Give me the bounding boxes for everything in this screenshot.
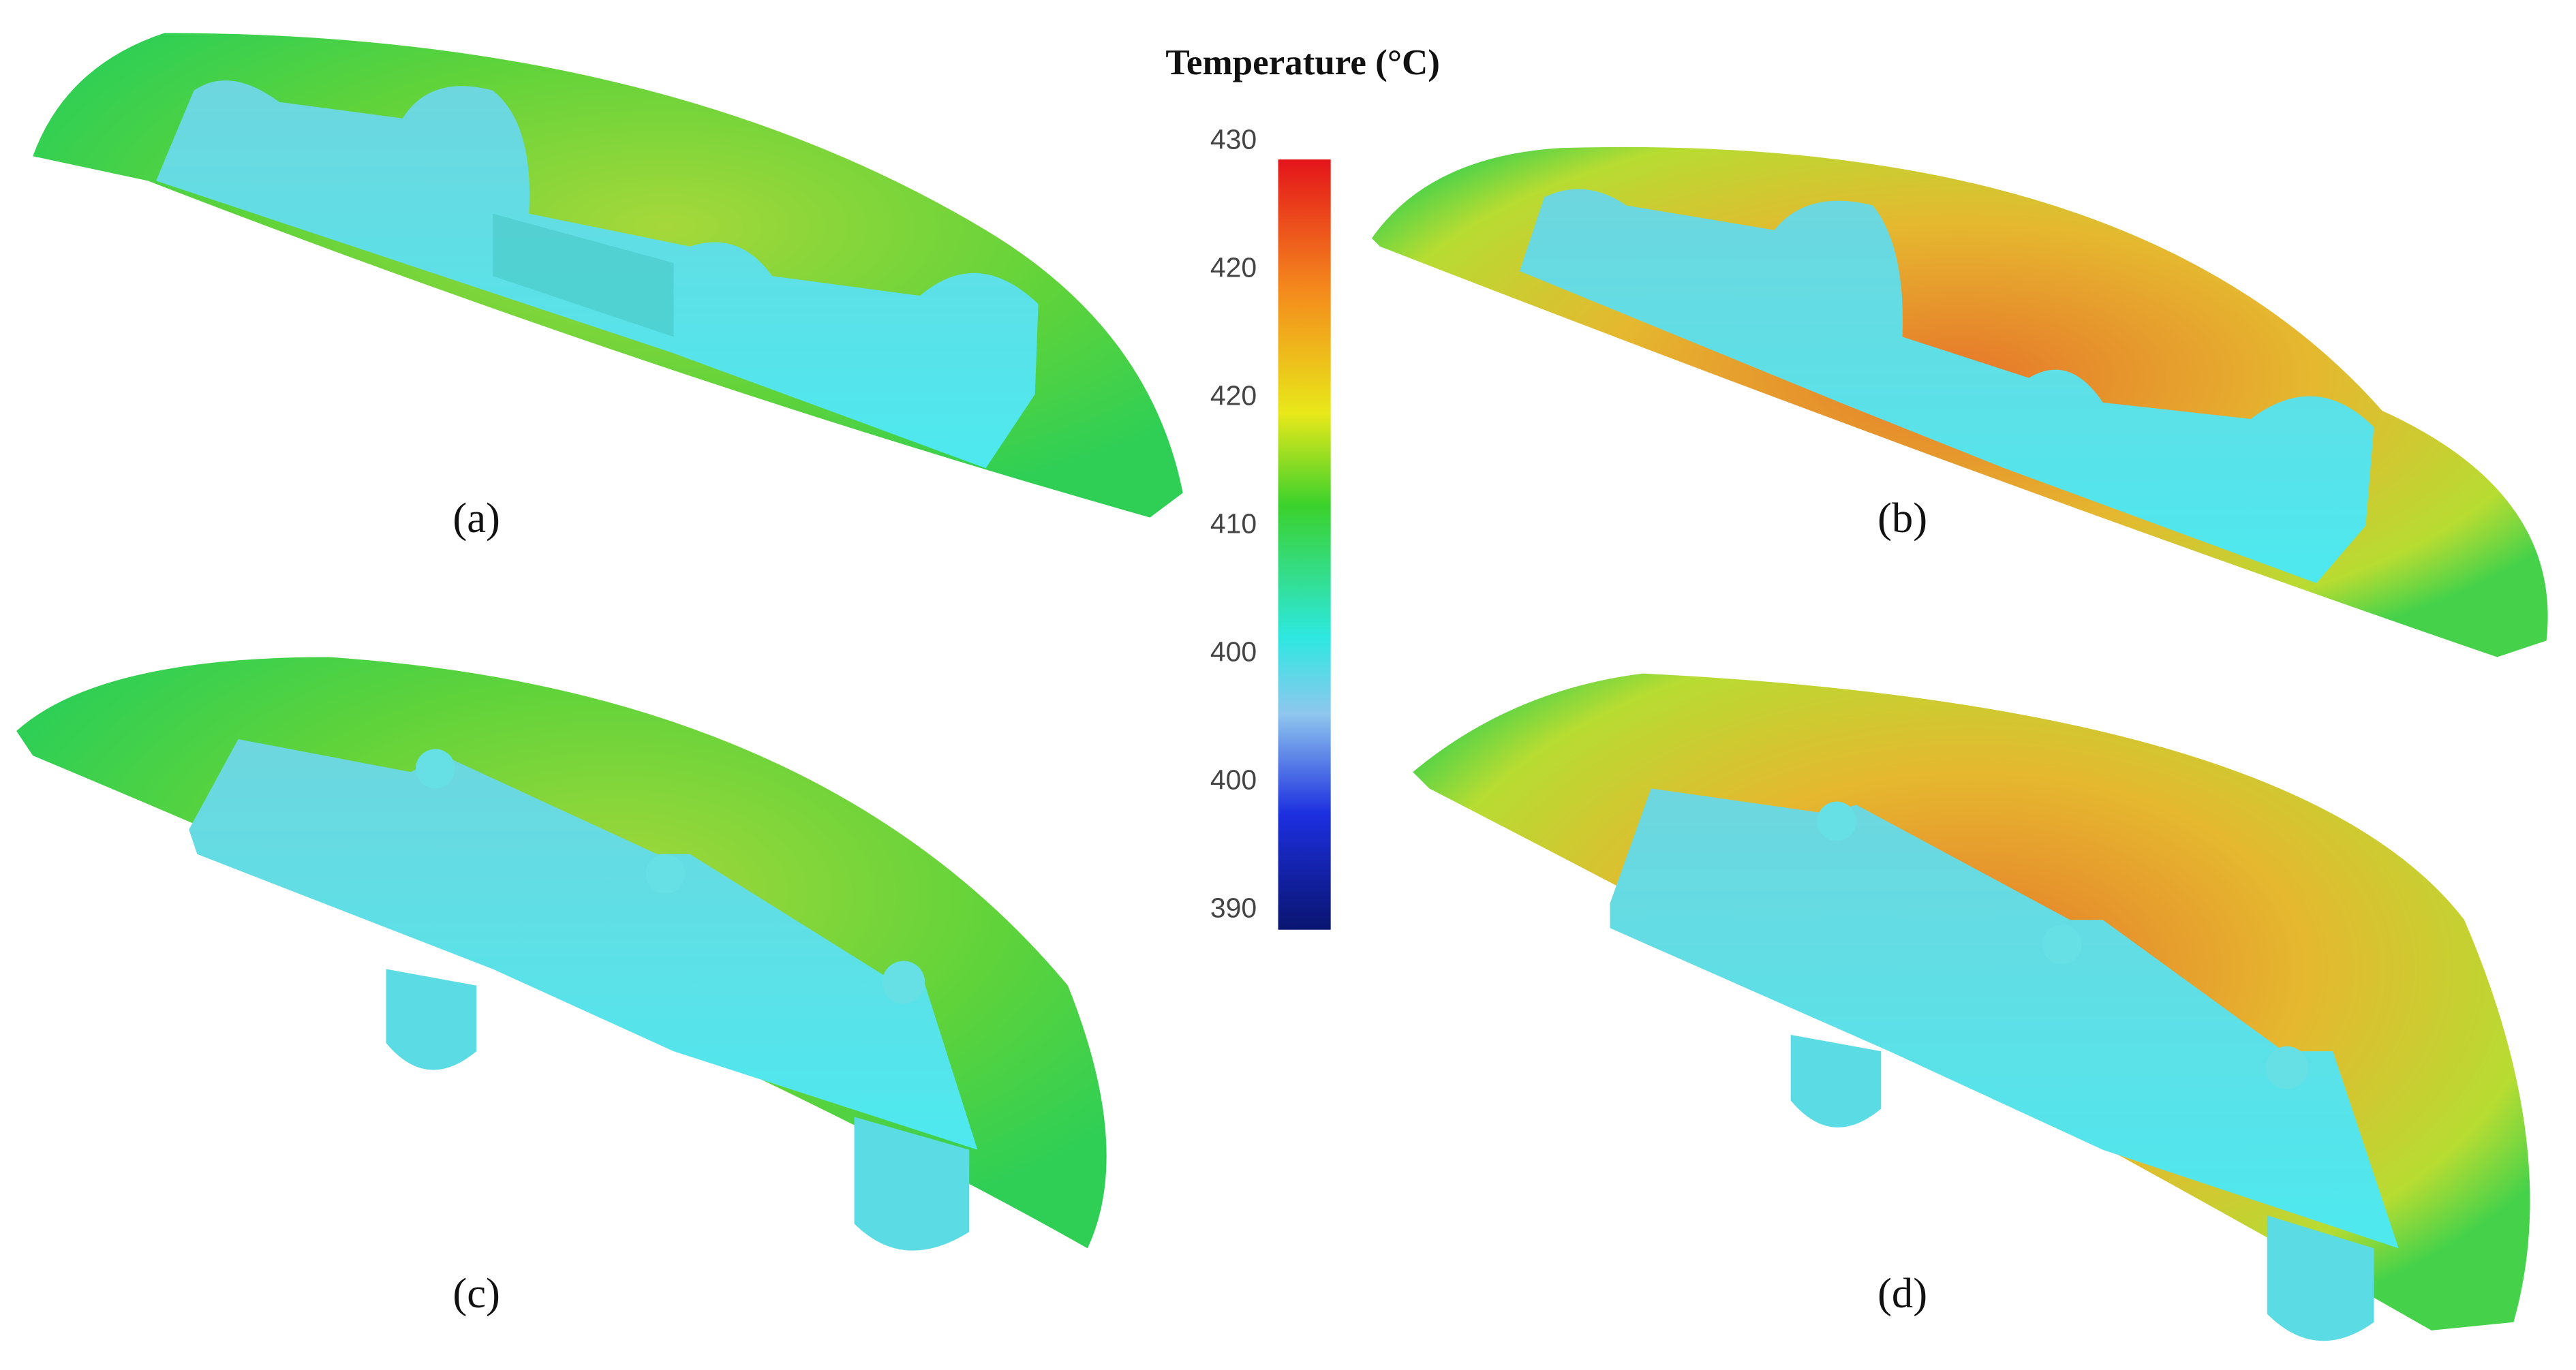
panel-label: (a) xyxy=(453,494,500,542)
colorbar-tick-label: 410 xyxy=(1210,508,1257,539)
colorbar xyxy=(1278,159,1331,930)
colorbar-tick-label: 420 xyxy=(1210,251,1257,283)
panel-label: (b) xyxy=(1877,494,1927,542)
colorbar-title: Temperature (°C) xyxy=(1165,43,1440,82)
panel-b xyxy=(1371,146,2548,657)
colorbar-tick-label: 420 xyxy=(1210,379,1257,411)
panel-c xyxy=(16,657,1107,1251)
panel-a xyxy=(33,33,1183,518)
panel-d xyxy=(1413,673,2530,1341)
panel-label: (c) xyxy=(453,1269,500,1317)
colorbar-tick-label: 390 xyxy=(1210,892,1257,924)
colorbar-tick-label: 400 xyxy=(1210,636,1257,668)
colorbar-tick-label: 430 xyxy=(1210,123,1257,155)
panel-label: (d) xyxy=(1877,1269,1927,1317)
colorbar-tick-label: 400 xyxy=(1210,764,1257,796)
